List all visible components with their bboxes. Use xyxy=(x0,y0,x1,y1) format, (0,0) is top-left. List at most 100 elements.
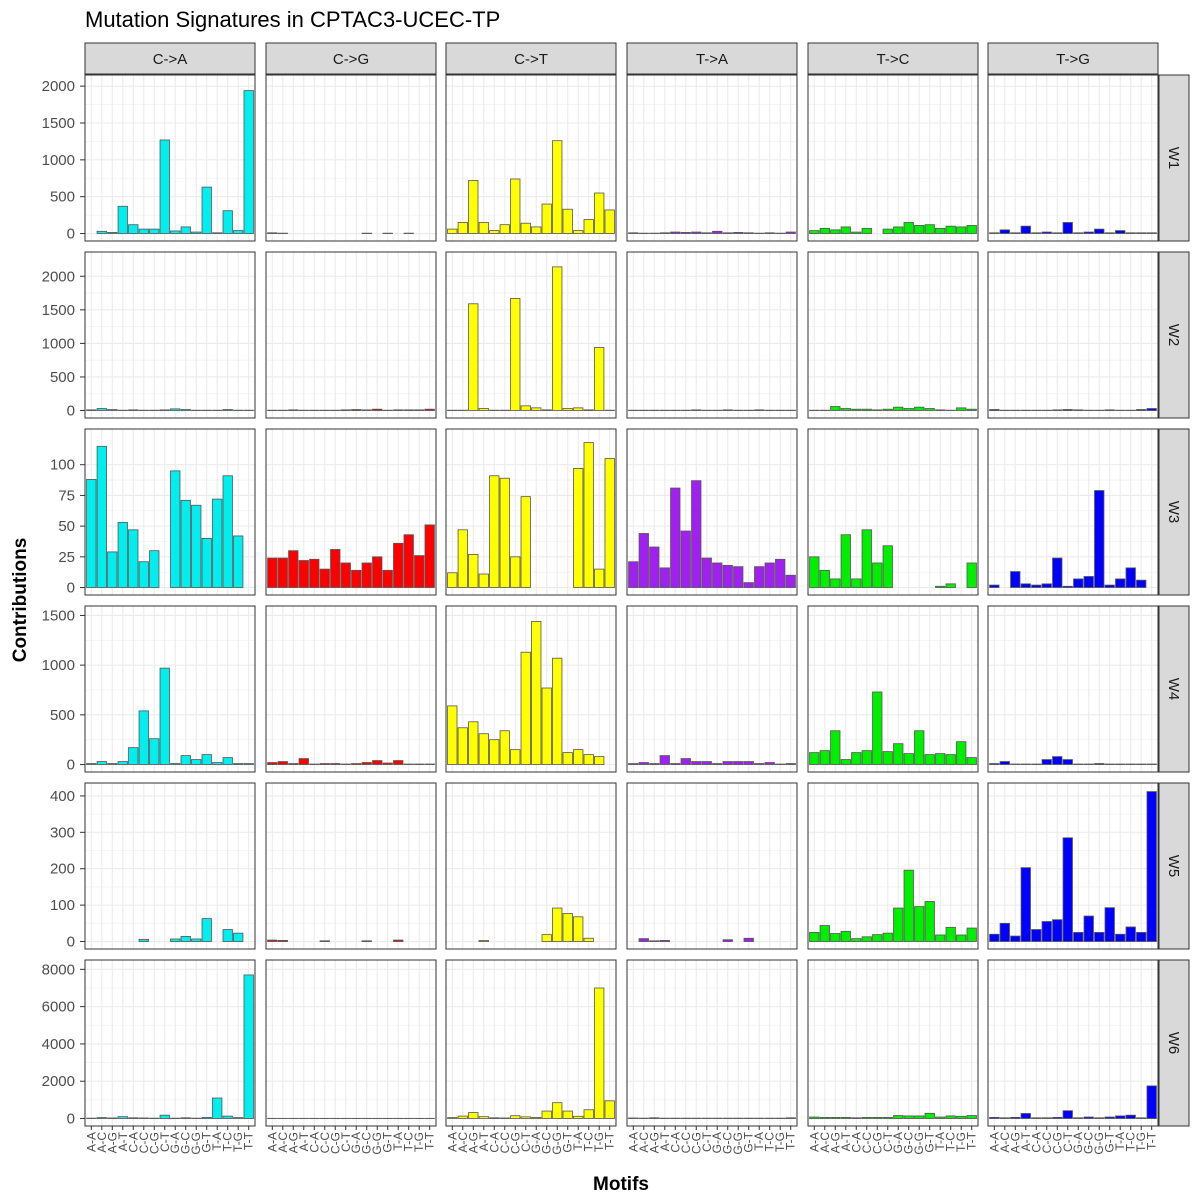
panel-background xyxy=(808,429,978,595)
bar-W5-C-to-T-G-G xyxy=(552,907,563,942)
x-tick-label: A-C xyxy=(637,1132,651,1153)
bar-W3-T-to-C-A-T xyxy=(840,534,851,588)
facet-strip-W2 xyxy=(1158,251,1190,419)
bar-W4-C-to-T-C-C xyxy=(499,730,510,765)
panel-border xyxy=(626,959,798,1127)
x-tick-label: G-A xyxy=(349,1132,363,1153)
facet-strip-label: W5 xyxy=(1165,855,1182,878)
bar-W6-C-to-T-T-C xyxy=(583,1109,594,1119)
bar-W5-T-to-G-A-T xyxy=(1020,867,1031,942)
panel-border xyxy=(987,74,1159,242)
bar-W4-T-to-A-G-T xyxy=(743,761,754,765)
panel-border xyxy=(265,428,437,596)
bar-W3-T-to-C-C-G xyxy=(872,562,883,588)
bar-W5-C-to-A-G-G xyxy=(191,938,202,942)
panel-border xyxy=(626,782,798,950)
panel-W5-T-to-G xyxy=(987,782,1159,950)
x-tick-label: C-T xyxy=(519,1131,533,1152)
y-tick-label: 1000 xyxy=(42,657,75,674)
bar-W5-T-to-C-T-A xyxy=(935,934,946,942)
bar-W1-T-to-A-T-C xyxy=(764,232,775,234)
bar-W6-C-to-T-C-C xyxy=(499,1117,510,1119)
bar-W6-C-to-A-T-A xyxy=(212,1097,223,1119)
bar-W3-C-to-G-T-G xyxy=(414,555,425,588)
bar-W4-C-to-T-G-C xyxy=(541,687,552,765)
x-tick-label: A-C xyxy=(818,1132,832,1153)
bar-W5-T-to-C-C-T xyxy=(882,932,893,942)
panel-W3-T-to-G xyxy=(987,428,1159,596)
facet-strip-label: W1 xyxy=(1165,147,1182,170)
bar-W1-T-to-C-T-A xyxy=(935,227,946,234)
x-tick-label: G-T xyxy=(381,1131,395,1152)
bar-W5-C-to-A-C-C xyxy=(138,938,149,942)
y-tick-label: 0 xyxy=(67,757,75,774)
bar-W3-C-to-A-A-G xyxy=(107,551,118,588)
bar-W6-T-to-C-G-T xyxy=(924,1112,935,1119)
bar-W6-C-to-T-G-G xyxy=(552,1102,563,1119)
panel-W5-C-to-T xyxy=(445,782,617,950)
bar-W1-C-to-A-C-G xyxy=(149,228,160,234)
bar-W1-T-to-C-C-C xyxy=(861,227,872,234)
x-axis-label: Motifs xyxy=(593,1174,649,1195)
panel-border xyxy=(445,251,617,419)
bar-W5-C-to-G-A-A xyxy=(267,939,278,942)
bar-W1-C-to-T-T-T xyxy=(604,209,615,234)
bar-W4-C-to-T-A-G xyxy=(468,721,479,765)
panel-W4-T-to-A xyxy=(626,605,798,773)
bar-W3-C-to-G-T-T xyxy=(424,524,435,588)
bar-W2-T-to-A-G-C xyxy=(722,409,733,411)
x-tick-label: G-C xyxy=(540,1132,554,1154)
bar-W4-C-to-A-T-G xyxy=(233,763,244,765)
x-tick-label: G-G xyxy=(731,1132,745,1155)
panel-background xyxy=(988,75,1158,241)
bar-W2-T-to-G-G-A xyxy=(1073,409,1084,411)
bar-W3-C-to-A-T-G xyxy=(233,535,244,588)
bar-W2-T-to-C-C-T xyxy=(882,408,893,411)
bar-W3-T-to-G-T-A xyxy=(1115,578,1126,588)
bar-W1-T-to-A-C-A xyxy=(670,231,681,234)
bar-W2-C-to-A-T-C xyxy=(222,409,233,411)
bar-W4-C-to-T-T-A xyxy=(573,749,584,765)
bar-W4-C-to-T-C-G xyxy=(510,749,521,765)
bar-W6-C-to-T-A-G xyxy=(468,1112,479,1119)
bar-W5-T-to-G-C-A xyxy=(1031,929,1042,942)
bar-W4-C-to-A-C-G xyxy=(149,738,160,765)
bar-W3-C-to-A-C-A xyxy=(128,529,139,588)
bar-W4-T-to-C-G-T xyxy=(924,754,935,765)
bar-W4-T-to-C-G-C xyxy=(903,753,914,765)
y-tick-label: 0 xyxy=(67,403,75,420)
panel-W4-C-to-A xyxy=(84,605,256,773)
x-tick-label: T-C xyxy=(221,1132,235,1152)
bar-W2-C-to-T-T-G xyxy=(594,347,605,411)
bar-W5-T-to-G-G-C xyxy=(1083,915,1094,942)
panel-border xyxy=(987,959,1159,1127)
panel-W6-T-to-A xyxy=(626,959,798,1127)
x-tick-label: C-T xyxy=(158,1131,172,1152)
bar-W4-T-to-C-C-G xyxy=(872,691,883,765)
bar-W6-T-to-G-G-A xyxy=(1073,1117,1084,1119)
bar-W3-T-to-G-G-A xyxy=(1073,578,1084,588)
bar-W1-C-to-A-T-A xyxy=(212,232,223,234)
panel-W6-C-to-A xyxy=(84,959,256,1127)
bar-W6-T-to-G-C-T xyxy=(1062,1110,1073,1119)
panel-W3-T-to-A xyxy=(626,428,798,596)
bar-W4-C-to-A-G-A xyxy=(170,763,181,765)
bar-W6-C-to-A-T-C xyxy=(222,1115,233,1119)
bar-W5-T-to-G-A-A xyxy=(989,933,1000,942)
x-tick-label: C-C xyxy=(137,1132,151,1154)
bar-W3-T-to-A-G-C xyxy=(722,565,733,588)
bar-W3-C-to-A-G-T xyxy=(201,538,212,588)
bar-W5-C-to-A-G-A xyxy=(170,938,181,942)
x-tick-label: A-A xyxy=(807,1132,821,1152)
panel-border xyxy=(265,782,437,950)
bar-W1-T-to-C-C-T xyxy=(882,228,893,234)
bar-W4-C-to-A-A-G xyxy=(107,763,118,765)
bar-W3-T-to-A-A-C xyxy=(638,533,649,588)
bar-W6-C-to-T-A-T xyxy=(478,1116,489,1119)
bar-W4-C-to-A-T-C xyxy=(222,757,233,765)
bar-W1-C-to-A-G-G xyxy=(191,231,202,234)
panel-W1-C-to-G xyxy=(265,74,437,242)
bar-W4-C-to-G-G-A xyxy=(351,763,362,765)
bar-W3-T-to-A-C-C xyxy=(680,530,691,588)
bar-W6-T-to-C-A-T xyxy=(840,1117,851,1119)
